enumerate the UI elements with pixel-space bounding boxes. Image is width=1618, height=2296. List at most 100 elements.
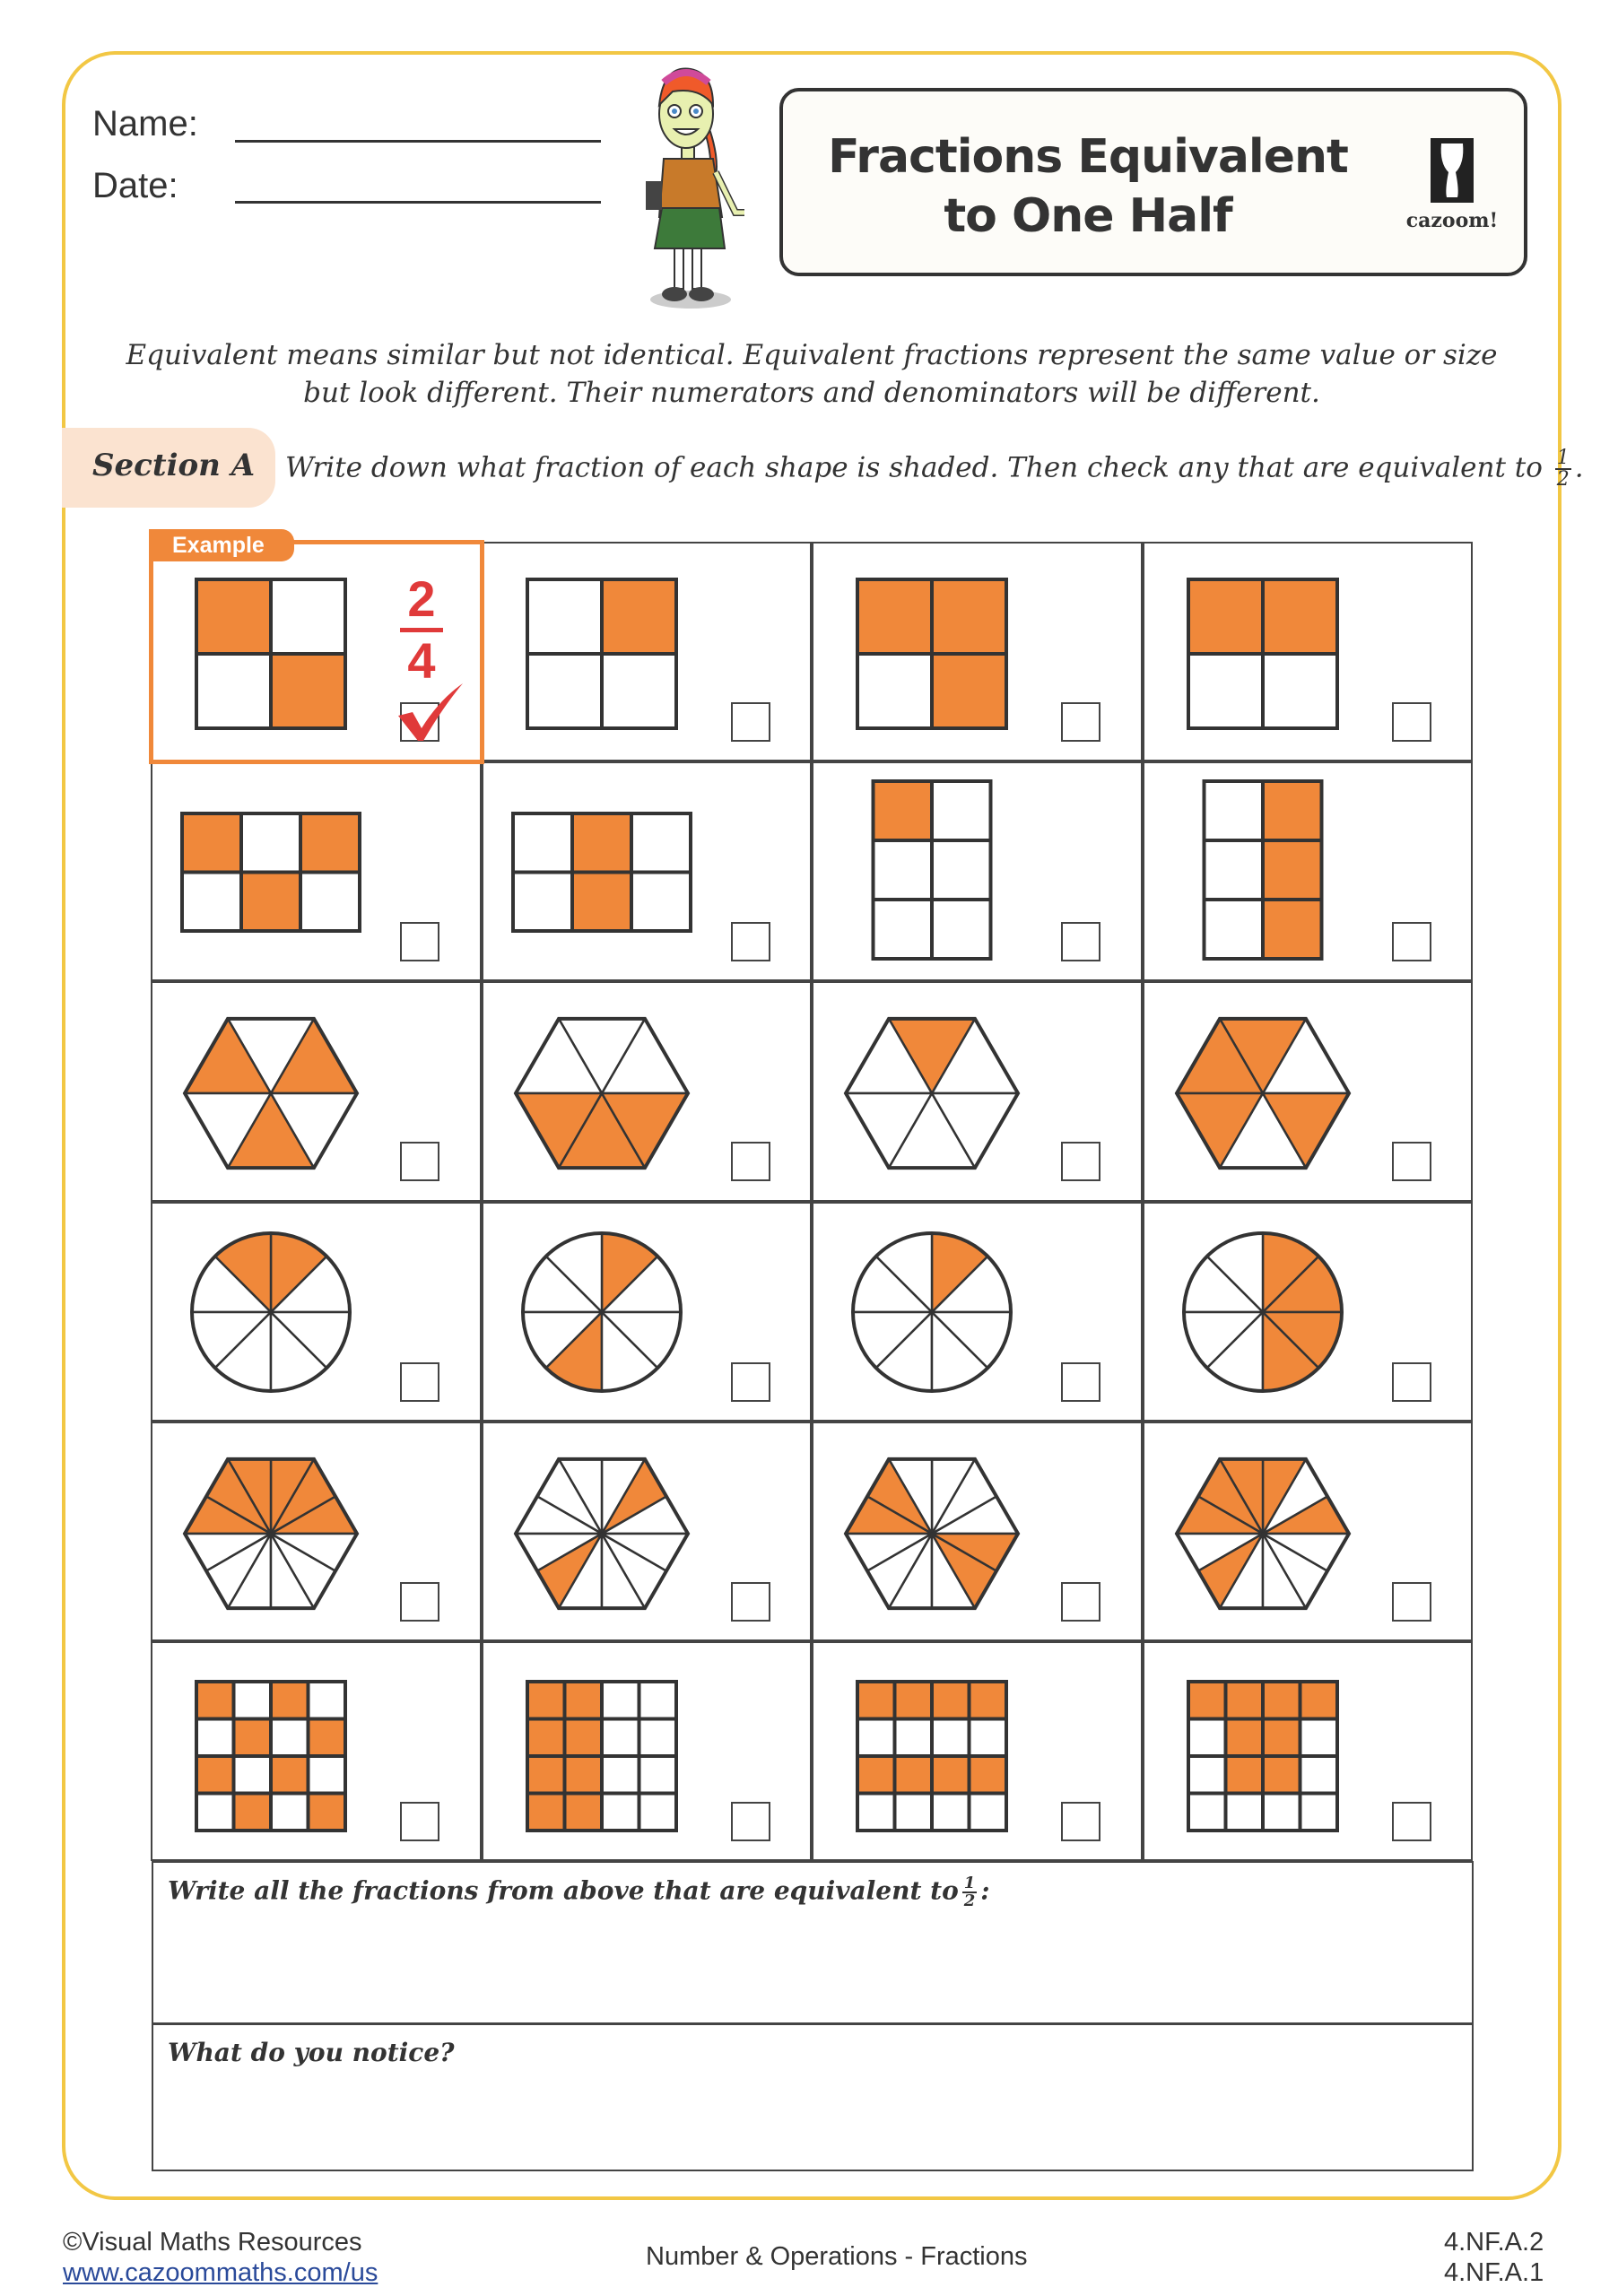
equivalent-checkbox[interactable]	[730, 702, 770, 742]
shape-part	[599, 1791, 640, 1832]
equivalent-checkbox[interactable]	[1061, 702, 1100, 742]
equivalent-checkbox[interactable]	[1061, 1361, 1100, 1402]
shape-part	[195, 1791, 236, 1832]
equivalent-checkbox[interactable]	[1391, 1361, 1431, 1402]
hexagon-shape	[1174, 1017, 1351, 1170]
shape-part	[599, 1717, 640, 1758]
equivalent-checkbox[interactable]	[730, 1581, 770, 1622]
shape-part	[1202, 898, 1265, 961]
shape-part	[525, 1717, 566, 1758]
hexagon-outline	[513, 1457, 690, 1610]
equivalent-checkbox[interactable]	[400, 1581, 439, 1622]
shape-cell	[151, 1641, 482, 1862]
equivalent-checkbox[interactable]	[1061, 1142, 1100, 1182]
shape-cell	[1142, 542, 1473, 762]
hexagon-shape	[182, 1457, 360, 1610]
grid-shape	[1202, 779, 1323, 961]
shape-part	[892, 1754, 934, 1796]
shape-part	[871, 779, 934, 843]
equivalent-checkbox[interactable]	[1061, 922, 1100, 962]
fraction-bar	[400, 628, 443, 632]
shape-part	[269, 652, 347, 730]
shape-part	[306, 1680, 347, 1721]
shape-part	[892, 1791, 934, 1832]
equivalent-checkbox[interactable]	[730, 1142, 770, 1182]
shape-part	[1260, 652, 1339, 730]
hexagon-shape	[513, 1457, 690, 1610]
shape-cell	[481, 1201, 812, 1422]
hexagon-shape	[843, 1017, 1021, 1170]
instruction-text: Write down what fraction of each shape i…	[285, 451, 1543, 484]
shape-part	[1298, 1791, 1339, 1832]
shape-part	[195, 578, 273, 656]
shape-part	[629, 870, 692, 934]
checkmark-icon	[398, 683, 463, 741]
shape-part	[1186, 1754, 1227, 1796]
hexagon-shape	[843, 1457, 1021, 1610]
shape-part	[1223, 1717, 1265, 1758]
shape-part	[562, 1791, 604, 1832]
shape-cell	[1142, 761, 1473, 982]
equivalent-checkbox[interactable]	[1391, 1802, 1431, 1841]
page-border	[62, 51, 1561, 2200]
equivalent-checkbox[interactable]	[730, 1802, 770, 1841]
page-title: Fractions Equivalent to One Half	[819, 127, 1357, 246]
title-line-2: to One Half	[944, 189, 1232, 243]
equivalent-checkbox[interactable]	[400, 1361, 439, 1402]
shape-part	[856, 1754, 897, 1796]
hexagon-shape	[1174, 1457, 1351, 1610]
equivalent-checkbox[interactable]	[1391, 1142, 1431, 1182]
shape-part	[856, 652, 934, 730]
question-1-end: :	[980, 1875, 990, 1906]
equivalent-checkbox[interactable]	[400, 1802, 439, 1841]
equivalent-checkbox[interactable]	[1061, 1802, 1100, 1841]
shape-part	[525, 578, 604, 656]
equivalent-checkbox[interactable]	[1391, 702, 1431, 742]
circle-outline	[190, 1231, 352, 1393]
shape-part	[637, 1791, 678, 1832]
grid-shape	[856, 1680, 1008, 1832]
title-line-1: Fractions Equivalent	[828, 130, 1349, 184]
equivalent-fractions-answer-box[interactable]: Write all the fractions from above that …	[152, 1861, 1474, 2024]
shape-part	[1260, 1754, 1301, 1796]
notice-answer-box[interactable]: What do you notice?	[152, 2023, 1474, 2171]
shape-part	[306, 1754, 347, 1796]
shape-part	[856, 1791, 897, 1832]
equivalent-checkbox[interactable]	[1061, 1581, 1100, 1622]
shape-cell	[1142, 981, 1473, 1202]
shape-part	[930, 578, 1008, 656]
name-field[interactable]	[235, 140, 601, 143]
equivalent-checkbox[interactable]	[730, 922, 770, 962]
website-link[interactable]: www.cazoommaths.com/us	[63, 2258, 378, 2287]
equivalent-checkbox[interactable]	[1391, 922, 1431, 962]
hexagon-outline	[1174, 1017, 1351, 1170]
title-box: Fractions Equivalent to One Half cazoom!	[779, 88, 1527, 276]
shape-part	[306, 1717, 347, 1758]
shape-cell	[151, 981, 482, 1202]
grid-shape	[195, 578, 347, 730]
shape-cell	[481, 1641, 812, 1862]
equivalent-checkbox[interactable]	[400, 922, 439, 962]
shape-part	[231, 1680, 273, 1721]
shape-cell	[812, 761, 1143, 982]
shape-cell	[481, 761, 812, 982]
date-label: Date:	[92, 166, 178, 205]
shape-part	[180, 870, 243, 934]
date-field[interactable]	[235, 201, 601, 204]
shape-part	[930, 839, 993, 902]
shape-part	[1186, 1680, 1227, 1721]
shape-cell	[151, 1421, 482, 1641]
shape-part	[306, 1791, 347, 1832]
example-denominator: 4	[407, 632, 436, 689]
question-2: What do you notice?	[168, 2038, 455, 2067]
shape-part	[967, 1791, 1008, 1832]
shape-part	[856, 1717, 897, 1758]
shape-part	[562, 1680, 604, 1721]
equivalent-checkbox[interactable]	[1391, 1581, 1431, 1622]
equivalent-checkbox[interactable]	[400, 1142, 439, 1182]
shape-part	[1186, 1791, 1227, 1832]
circle-shape	[851, 1231, 1013, 1393]
shape-part	[930, 1791, 971, 1832]
equivalent-checkbox[interactable]	[730, 1361, 770, 1402]
